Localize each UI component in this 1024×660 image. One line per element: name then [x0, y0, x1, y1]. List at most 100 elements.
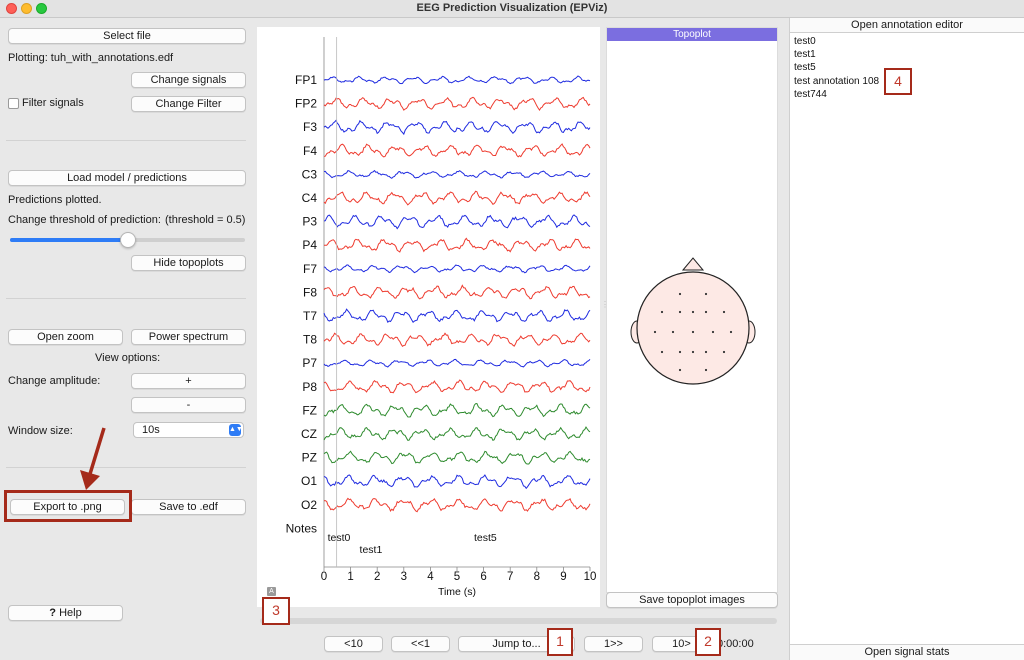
plotting-file-label: Plotting: tuh_with_annotations.edf: [8, 52, 174, 64]
annotation-item[interactable]: test5: [794, 62, 816, 74]
sidebar-divider: [6, 467, 246, 468]
annotation-item[interactable]: test1: [794, 49, 816, 61]
annotation-label: test0: [328, 532, 351, 544]
channel-label: CZ: [301, 427, 317, 441]
signal-trace: [323, 358, 591, 368]
signal-trace: [323, 143, 591, 158]
threshold-slider-fill: [10, 238, 128, 242]
electrode-dot: [704, 368, 708, 372]
filter-signals-checkbox[interactable]: [8, 98, 19, 109]
back-1-button[interactable]: <<1: [391, 636, 450, 652]
signal-trace: [323, 119, 591, 136]
time-scrollbar[interactable]: [260, 618, 777, 624]
signal-trace: [323, 474, 591, 490]
x-tick-label: 1: [347, 571, 353, 583]
annotation-label: test1: [360, 544, 383, 556]
help-label: Help: [59, 607, 82, 619]
notes-label: Notes: [286, 521, 317, 535]
channel-label: T7: [303, 309, 317, 323]
time-display: 0:00:00: [717, 638, 754, 650]
electrode-dot: [660, 350, 664, 354]
channel-label: T8: [303, 333, 317, 347]
signal-trace: [323, 402, 591, 418]
change-filter-button[interactable]: Change Filter: [131, 96, 246, 112]
electrode-dot: [671, 330, 675, 334]
amplitude-increase-button[interactable]: +: [131, 373, 246, 389]
signal-trace: [324, 237, 591, 253]
channel-label: O1: [301, 474, 317, 488]
annotation-item[interactable]: test744: [794, 88, 827, 100]
annotation-panel: Open annotation editor test0 test1 test5…: [789, 18, 1024, 660]
electrode-dot: [678, 368, 682, 372]
amplitude-decrease-button[interactable]: -: [131, 397, 246, 413]
help-button[interactable]: ? Help: [8, 605, 123, 621]
annotation-item[interactable]: test annotation 108: [794, 75, 880, 87]
annotation-arrow-icon: [80, 427, 106, 490]
electrode-dot: [678, 350, 682, 354]
callout-2: 2: [695, 628, 721, 656]
signal-trace: [323, 308, 591, 324]
topoplot-electrodes: [653, 292, 733, 372]
electrode-dot: [691, 350, 695, 354]
electrode-dot: [660, 310, 664, 314]
electrode-dot: [691, 330, 695, 334]
topoplot-head: [630, 257, 756, 385]
zoom-window-icon[interactable]: [36, 3, 47, 14]
annotation-item[interactable]: test0: [794, 36, 816, 47]
change-signals-button[interactable]: Change signals: [131, 72, 246, 88]
window-size-value: 10s: [142, 424, 160, 436]
x-tick-label: 9: [560, 571, 566, 583]
signal-trace: [323, 450, 591, 465]
electrode-dot: [678, 292, 682, 296]
change-amplitude-label: Change amplitude:: [8, 375, 101, 387]
annotation-label: test5: [474, 532, 497, 544]
minimize-window-icon[interactable]: [21, 3, 32, 14]
back-10-button[interactable]: <10: [324, 636, 383, 652]
eeg-plot: FP1 FP2 F3 F4 C3 C4 P3 P4 F7 F8 T7 T8 P7 P8 FZ CZ PZ O1 O2…: [286, 37, 597, 598]
topoplot-title: Topoplot: [607, 28, 777, 41]
jump-to-button[interactable]: Jump to...: [458, 636, 575, 652]
window-title: EEG Prediction Visualization (EPViz): [416, 2, 608, 14]
open-signal-stats-button[interactable]: Open signal stats: [790, 644, 1024, 660]
open-annotation-editor-button[interactable]: Open annotation editor: [790, 18, 1024, 33]
save-topoplot-button[interactable]: Save topoplot images: [606, 592, 778, 608]
channel-label: FP2: [295, 97, 317, 111]
signal-trace: [323, 214, 591, 230]
signal-trace: [323, 426, 591, 441]
help-icon: ?: [49, 607, 57, 619]
select-file-button[interactable]: Select file: [8, 28, 246, 44]
eeg-plot-panel[interactable]: FP1 FP2 F3 F4 C3 C4 P3 P4 F7 F8 T7 T8 P7 P8 FZ CZ PZ O1 O2…: [257, 27, 600, 607]
electrode-dot: [704, 350, 708, 354]
sidebar-divider: [6, 140, 246, 141]
channel-label: P4: [302, 238, 317, 252]
electrode-dot: [711, 330, 715, 334]
electrode-dot: [653, 330, 657, 334]
x-tick-label: 8: [534, 571, 540, 583]
signal-trace: [323, 264, 591, 274]
electrode-dot: [691, 310, 695, 314]
view-options-label: View options:: [95, 352, 161, 364]
signal-trace: [323, 379, 591, 394]
electrode-dot: [722, 310, 726, 314]
window-size-select[interactable]: 10s ▲▼: [133, 422, 244, 438]
threshold-slider-handle[interactable]: [119, 232, 136, 248]
load-model-button[interactable]: Load model / predictions: [8, 170, 246, 186]
forward-1-button[interactable]: 1>>: [584, 636, 643, 652]
threshold-value-label: (threshold = 0.5): [165, 214, 246, 226]
x-tick-label: 10: [584, 571, 597, 583]
close-window-icon[interactable]: [6, 3, 17, 14]
plot-marker: A: [267, 587, 276, 596]
open-zoom-button[interactable]: Open zoom: [8, 329, 123, 345]
window-titlebar: EEG Prediction Visualization (EPViz): [0, 0, 1024, 18]
splitter-handle[interactable]: ⋮: [601, 300, 609, 309]
export-png-button[interactable]: Export to .png: [10, 499, 125, 515]
x-axis-title: Time (s): [438, 586, 476, 598]
electrode-dot: [729, 330, 733, 334]
x-tick-label: 2: [374, 571, 380, 583]
predictions-status: Predictions plotted.: [8, 194, 102, 206]
filter-signals-label: Filter signals: [22, 97, 84, 109]
channel-label: PZ: [302, 451, 317, 465]
hide-topoplots-button[interactable]: Hide topoplots: [131, 255, 246, 271]
power-spectrum-button[interactable]: Power spectrum: [131, 329, 246, 345]
save-edf-button[interactable]: Save to .edf: [131, 499, 246, 515]
